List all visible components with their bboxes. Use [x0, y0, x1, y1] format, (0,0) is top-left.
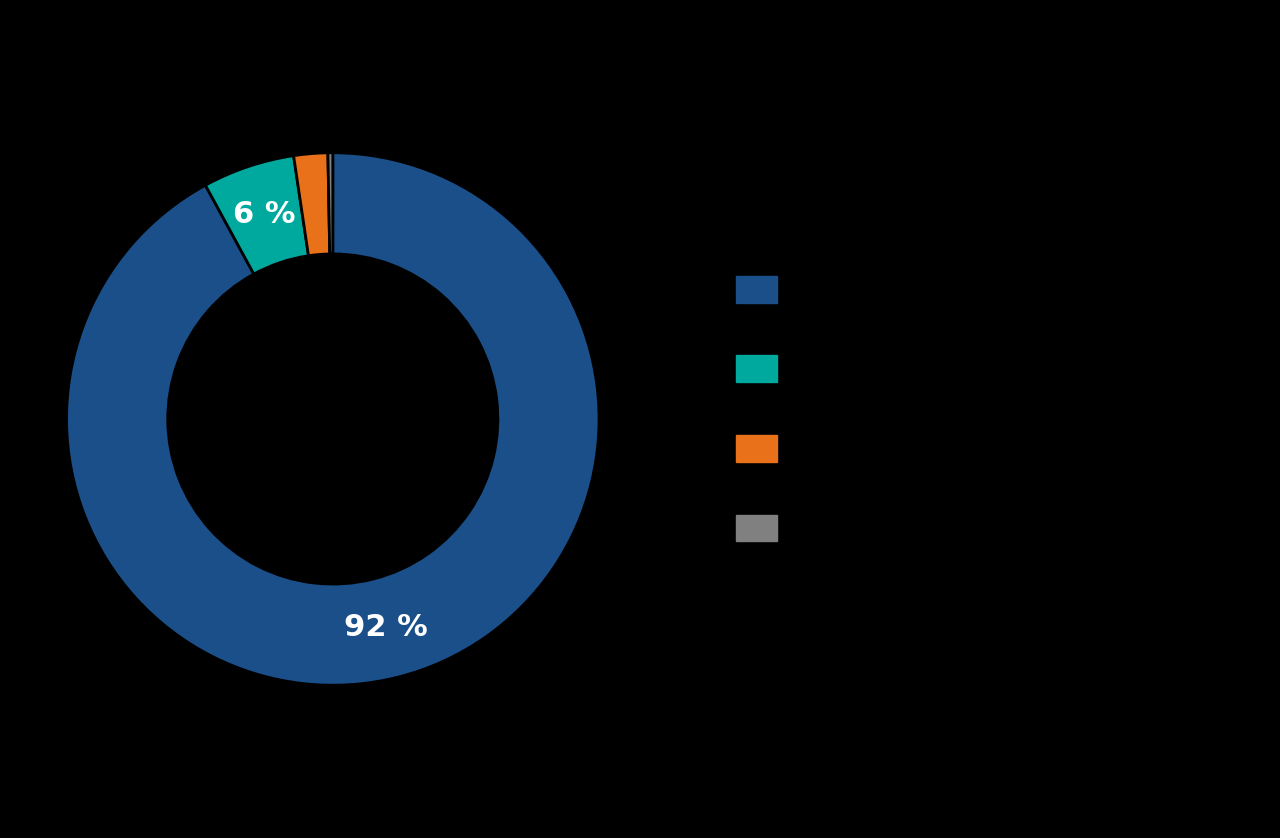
Text: 92 %: 92 % — [344, 613, 428, 643]
Text: Scientific research: Scientific research — [792, 280, 973, 298]
Wedge shape — [205, 156, 308, 274]
Wedge shape — [328, 153, 333, 254]
Text: Development and innovation: Development and innovation — [792, 439, 1075, 458]
Wedge shape — [67, 153, 599, 685]
Text: Statistics: Statistics — [792, 360, 882, 378]
Wedge shape — [293, 153, 330, 256]
Text: 6 %: 6 % — [233, 200, 296, 229]
Text: Knowledge management: Knowledge management — [792, 519, 1036, 537]
